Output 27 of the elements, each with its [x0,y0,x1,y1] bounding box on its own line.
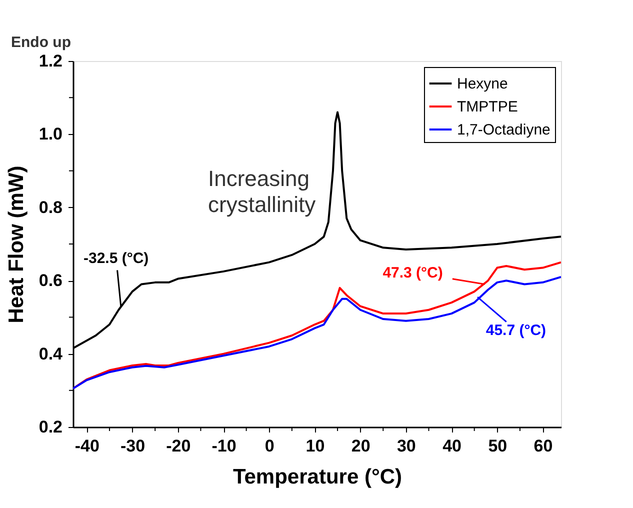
legend-label: TMPTPE [457,98,518,116]
x-tick-label: -40 [74,436,100,456]
x-tick-label: -10 [212,436,236,456]
x-tick-label: 60 [534,436,553,456]
y-tick-label: 0.8 [38,198,62,217]
x-tick-label: 0 [264,436,274,456]
x-tick-label: -20 [166,436,191,456]
annotation: 47.3 (°C) [382,264,443,282]
y-axis-title: Heat Flow (mW) [4,166,28,324]
x-tick-label: -30 [120,436,146,456]
y-tick-label: 0.6 [38,271,62,290]
y-tick-label: 0.4 [38,344,64,364]
x-tick-label: 20 [351,436,370,456]
y-tick-label: 0.2 [38,418,62,436]
annotation: Increasing crystallinity [208,166,316,217]
x-axis-title: Temperature (°C) [232,466,402,488]
annotation: -32.5 (°C) [83,250,149,268]
legend-label: Hexyne [457,76,508,92]
x-tick-label: 10 [306,436,325,456]
x-tick-label: 50 [488,436,508,456]
text: Endo up [11,34,71,51]
x-tick-label: 40 [442,436,462,456]
y-tick-label: 1.0 [38,124,62,144]
legend-label: 1,7-Octadiyne [457,122,550,138]
annotation: 45.7 (°C) [486,322,546,340]
y-tick-label: 1.2 [38,52,62,70]
x-tick-label: 30 [396,436,416,456]
